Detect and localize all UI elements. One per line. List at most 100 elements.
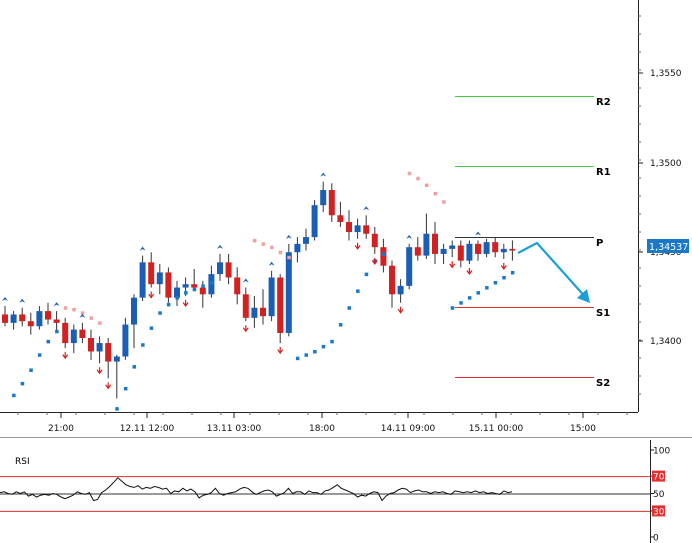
fractal-down-marker: [62, 352, 69, 360]
sar-dot-down: [270, 245, 274, 250]
fractal-up-marker: [242, 278, 249, 283]
sar-dot-up: [476, 291, 480, 295]
sar-dot-up: [209, 281, 214, 285]
candle-body: [397, 285, 404, 295]
current-price-label: 1,34537: [647, 239, 689, 253]
time-tick-label: 14.11 09:00: [381, 424, 436, 434]
candle-body: [268, 277, 275, 317]
sar-dot-down: [278, 250, 283, 255]
projection-arrow: [517, 241, 590, 303]
candle-body: [139, 262, 146, 298]
candles: [2, 181, 516, 399]
sar-dot-up: [158, 311, 162, 315]
fractal-down-marker: [96, 367, 103, 375]
candle-body: [260, 307, 266, 317]
candle-body: [251, 307, 258, 318]
sar-dot-down: [287, 255, 291, 260]
candle-body: [2, 314, 8, 323]
fractals: [2, 172, 507, 390]
fractal-down-marker: [397, 306, 404, 314]
candle-body: [62, 322, 69, 344]
sar-dot-down: [72, 307, 76, 312]
candle-body: [225, 262, 232, 278]
candle-body: [423, 233, 430, 256]
fractal-down-marker: [500, 262, 507, 271]
sar-dot-up: [485, 286, 489, 290]
sar-dot-up: [149, 326, 154, 330]
time-tick-label: 13.11 03:00: [207, 424, 262, 434]
fractal-up-marker: [320, 172, 327, 177]
pivot-label-s2: S2: [596, 378, 610, 389]
sar-dot-up: [347, 306, 351, 310]
candle-body: [45, 311, 51, 320]
candle-body: [234, 277, 241, 295]
fractal-down-marker: [354, 242, 361, 250]
sar-dot-up: [201, 284, 205, 288]
sar-dot-down: [416, 176, 420, 181]
candle-body: [371, 233, 378, 248]
sar-dot-up: [502, 275, 506, 280]
candle-body: [105, 343, 112, 362]
fractal-down-marker: [105, 382, 112, 390]
time-tick-label: 12.11 12:00: [120, 424, 175, 434]
sar-dot-up: [313, 349, 317, 354]
candle-body: [199, 287, 206, 295]
candle-body: [466, 243, 473, 261]
sar-dot-up: [364, 272, 369, 277]
candle-body: [303, 237, 309, 244]
candle-body: [440, 248, 447, 254]
sar-dot-down: [407, 171, 412, 176]
candle-body: [36, 311, 43, 327]
candle-body: [406, 247, 413, 286]
sar-dot-up: [123, 386, 128, 391]
rsi-axis: 100 70 50 30 0: [650, 447, 670, 543]
sar-dot-down: [433, 191, 437, 196]
sar-dot-up: [356, 289, 360, 293]
fractal-down-marker: [148, 291, 155, 299]
sar-dot-down: [63, 306, 68, 310]
candle-body: [509, 248, 516, 251]
fractal-up-marker: [475, 231, 481, 236]
time-tick-label: 21:00: [48, 424, 74, 434]
fractal-down-marker: [371, 257, 378, 265]
time-axis: 21:00 12.11 12:00 13.11 03:00 18:00 14.11 09…: [17, 412, 628, 434]
candle-body: [449, 245, 456, 249]
candle-body: [492, 242, 499, 253]
fractal-up-marker: [363, 206, 370, 211]
sar-dot-up: [29, 368, 33, 372]
fractal-down-marker: [277, 347, 284, 355]
pivot-label-r1: R1: [596, 167, 611, 178]
candle-body: [122, 324, 129, 357]
pivot-levels: R2 R1 P S1 S2: [455, 96, 611, 389]
candle-body: [380, 247, 387, 266]
rsi-tick-label: 30: [653, 507, 665, 517]
sar-dot-up: [338, 323, 343, 327]
rsi-tick-label: 50: [653, 490, 665, 500]
rsi-levels: [0, 476, 650, 512]
sar-dot-up: [166, 302, 171, 307]
rsi-tick-label: 100: [653, 447, 670, 457]
fractal-up-marker: [79, 313, 86, 318]
price-tick-label: 1,3550: [650, 69, 682, 79]
candle-body: [156, 272, 163, 285]
candle-body: [131, 297, 137, 325]
candle-body: [277, 277, 284, 333]
candle-body: [414, 247, 421, 256]
arrow-path: [517, 241, 589, 301]
sar-dot-up: [46, 339, 50, 344]
sar-dot-up: [493, 281, 498, 285]
candle-body: [483, 242, 490, 254]
sar-dot-up: [330, 339, 334, 344]
sar-dot-up: [55, 329, 59, 334]
sar-dot-up: [175, 296, 179, 300]
fractal-down-marker: [466, 268, 473, 276]
rsi-tick-label: 70: [653, 473, 665, 483]
candle-body: [70, 329, 77, 344]
fractal-up-marker: [53, 302, 60, 307]
candle-body: [346, 221, 352, 233]
rsi-panel[interactable]: RSI 100 70 50 30 0: [0, 440, 692, 543]
arrow-head: [577, 289, 590, 303]
rsi-tick-label: 0: [653, 534, 659, 543]
